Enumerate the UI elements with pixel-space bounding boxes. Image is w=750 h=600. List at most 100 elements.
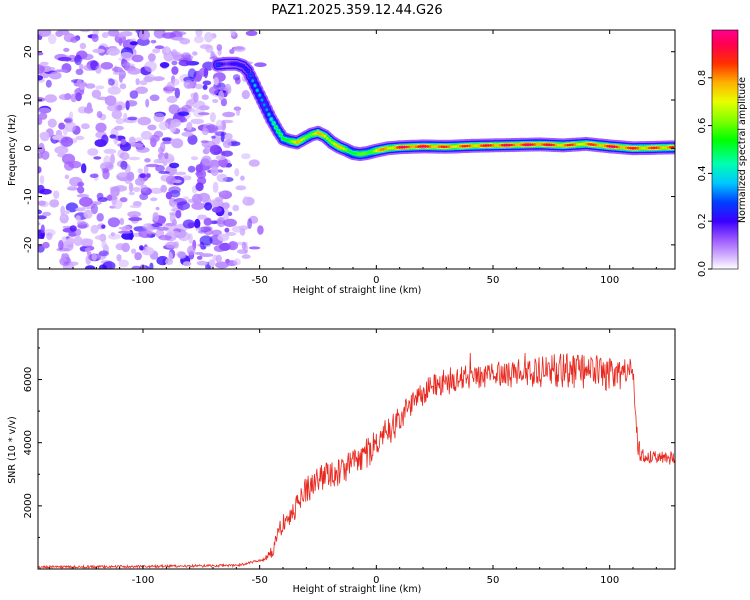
noise-speckle	[38, 200, 46, 206]
ridge-point	[424, 145, 427, 148]
ridge-point	[421, 145, 425, 148]
ridge-point	[267, 113, 271, 116]
noise-speckle	[124, 173, 132, 185]
colorbar: 0.0 0.2 0.4 0.6 0.8 Normalized spectral ampl…	[697, 29, 748, 277]
ridge-point	[347, 149, 350, 153]
noise-speckle	[232, 74, 241, 81]
noise-speckle	[38, 96, 46, 103]
noise-speckle	[171, 138, 184, 149]
noise-speckle	[203, 217, 212, 226]
ridge-point	[547, 143, 551, 147]
noise-speckle	[171, 49, 178, 58]
ridge-point	[613, 145, 616, 149]
ridge-point	[475, 144, 479, 148]
noise-speckle	[208, 259, 216, 267]
ridge-point	[596, 143, 600, 147]
noise-speckle	[168, 186, 181, 194]
noise-speckle	[181, 131, 194, 137]
y-tick-label: -20	[23, 237, 34, 253]
noise-speckle	[156, 226, 169, 231]
noise-speckle	[63, 161, 75, 171]
noise-speckle	[139, 173, 146, 178]
x-tick-label: -100	[132, 575, 155, 586]
noise-speckle	[59, 215, 66, 220]
noise-speckle	[194, 218, 201, 229]
noise-speckle	[181, 104, 192, 113]
ridge-point	[293, 140, 297, 144]
noise-speckle	[101, 240, 107, 249]
ridge-point	[482, 144, 486, 148]
ridge-point	[431, 145, 434, 149]
noise-speckle	[197, 214, 208, 220]
noise-speckle	[165, 191, 173, 200]
ridge-point	[655, 146, 658, 150]
noise-speckle	[199, 253, 214, 257]
noise-speckle	[183, 196, 190, 200]
ridge-point	[529, 143, 532, 147]
ridge-point	[461, 144, 465, 148]
noise-speckle	[38, 166, 42, 174]
noise-speckle	[49, 71, 62, 80]
ridge-point	[645, 146, 649, 150]
noise-speckle	[45, 79, 52, 88]
noise-speckle	[162, 137, 172, 142]
ridge-point	[274, 126, 278, 129]
noise-speckle	[209, 144, 222, 156]
noise-speckle	[195, 30, 203, 37]
x-tick-label: 50	[487, 575, 500, 586]
ridge-point	[543, 143, 546, 147]
ridge-point	[652, 146, 656, 150]
ridge-point	[587, 142, 590, 146]
ridge-point	[477, 144, 481, 148]
noise-speckle	[152, 48, 161, 54]
noise-speckle	[204, 202, 213, 211]
ridge-point	[330, 141, 334, 144]
noise-speckle	[150, 39, 157, 44]
noise-speckle	[214, 196, 224, 202]
ridge-point	[239, 64, 243, 67]
noise-speckle	[217, 233, 230, 242]
noise-speckle	[195, 164, 203, 173]
ridge-point	[284, 138, 287, 141]
ridge-point	[389, 146, 392, 150]
noise-speckle	[77, 181, 85, 187]
noise-speckle	[159, 62, 170, 68]
noise-speckle	[186, 121, 193, 131]
noise-speckle	[168, 104, 180, 115]
noise-speckle	[218, 191, 226, 195]
noise-speckle	[38, 142, 45, 153]
noise-speckle	[230, 30, 236, 37]
noise-speckle	[176, 201, 190, 211]
ridge-point	[659, 146, 663, 150]
noise-speckle	[38, 215, 47, 220]
noise-speckle	[248, 159, 260, 167]
noise-speckle	[79, 84, 85, 91]
noise-speckle	[218, 90, 225, 101]
noise-speckle	[233, 45, 246, 52]
ridge-point	[326, 136, 329, 140]
ridge-point	[454, 145, 458, 148]
noise-speckle	[80, 238, 94, 245]
noise-speckle	[222, 202, 230, 210]
noise-speckle	[95, 65, 102, 74]
ridge-point	[568, 143, 572, 147]
noise-speckle	[215, 261, 229, 269]
noise-speckle	[135, 78, 140, 86]
noise-speckle	[128, 217, 143, 222]
noise-speckle	[90, 203, 98, 215]
noise-speckle	[57, 56, 72, 62]
noise-speckle	[157, 147, 164, 154]
noise-speckle	[107, 86, 122, 95]
noise-speckle	[175, 210, 182, 219]
ridge-point	[384, 147, 388, 151]
noise-speckle	[182, 175, 192, 181]
noise-speckle	[199, 235, 213, 246]
ridge-point	[386, 146, 390, 150]
ridge-point	[286, 138, 290, 142]
noise-speckle	[165, 175, 176, 185]
noise-speckle	[196, 255, 203, 260]
noise-speckle	[153, 159, 158, 164]
chart-title: PAZ1.2025.359.12.44.G26	[271, 3, 442, 18]
ridge-point	[263, 103, 266, 107]
